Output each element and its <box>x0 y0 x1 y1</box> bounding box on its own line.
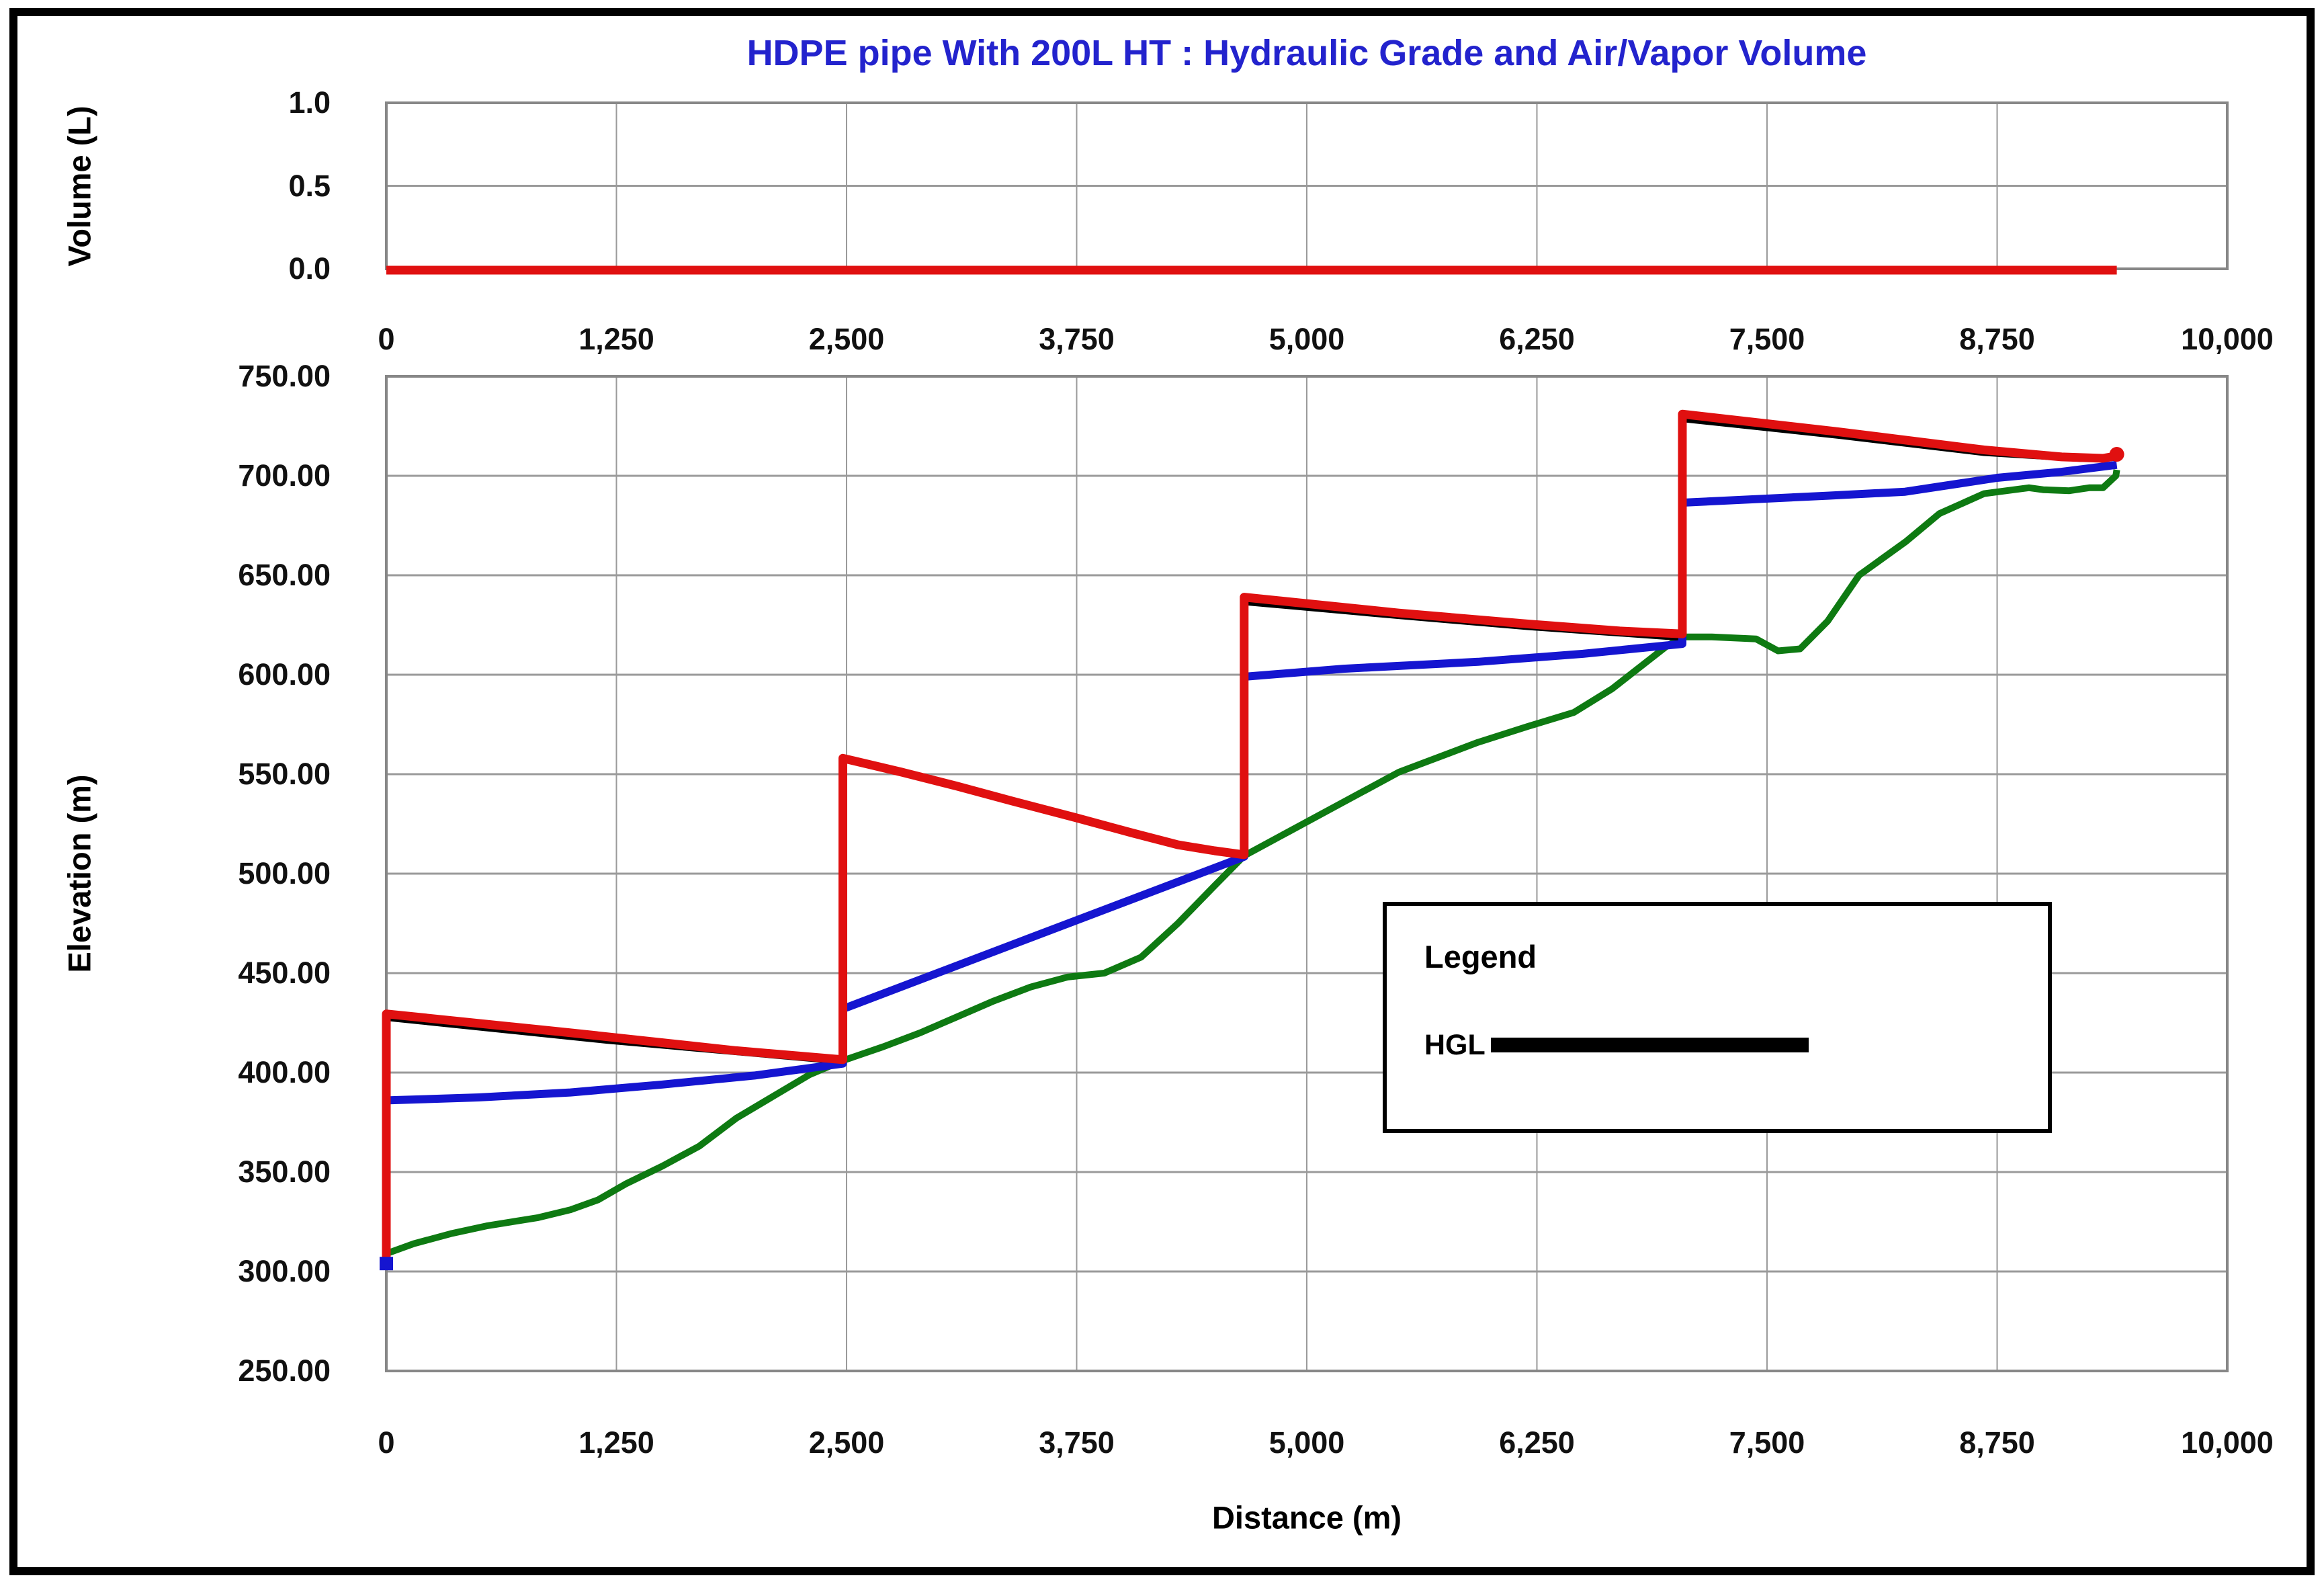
distance-tick-label-lower: 1,250 <box>578 1425 654 1460</box>
distance-tick-label-upper: 6,250 <box>1499 322 1575 356</box>
elevation-tick-label: 600.00 <box>238 657 331 692</box>
distance-tick-label-lower: 2,500 <box>808 1425 885 1460</box>
elevation-tick-label: 650.00 <box>238 558 331 592</box>
series-line <box>385 469 2120 1257</box>
distance-tick-label-upper: 5,000 <box>1268 322 1345 356</box>
distance-tick-label-upper: 3,750 <box>1039 322 1115 356</box>
volume-axis-label: Volume (L) <box>61 106 97 267</box>
distance-tick-label-upper: 8,750 <box>1959 322 2035 356</box>
elevation-tick-label: 250.00 <box>238 1353 331 1388</box>
distance-tick-label-upper: 10,000 <box>2181 322 2274 356</box>
elevation-plot-border <box>385 375 2229 1372</box>
volume-tick-label: 0.0 <box>288 251 331 286</box>
distance-tick-label-upper: 2,500 <box>808 322 885 356</box>
series-line <box>382 409 2118 1260</box>
legend-title: Legend <box>1424 939 1537 974</box>
distance-tick-label-upper: 7,500 <box>1729 322 1805 356</box>
distance-tick-label-upper: 0 <box>378 322 395 356</box>
elevation-tick-label: 450.00 <box>238 956 331 990</box>
elevation-axis-label: Elevation (m) <box>61 774 97 973</box>
reservoir-start-marker <box>380 1257 393 1271</box>
elevation-tick-label: 750.00 <box>238 359 331 393</box>
legend-item-label: HGL <box>1424 1028 1486 1061</box>
pipeline-end-marker <box>2109 447 2124 462</box>
distance-axis-label: Distance (m) <box>1211 1499 1402 1536</box>
volume-tick-label: 0.5 <box>288 168 331 203</box>
chart-title: HDPE pipe With 200L HT : Hydraulic Grade… <box>746 33 1867 73</box>
distance-tick-label-lower: 5,000 <box>1268 1425 1345 1460</box>
legend-item-hgl: HGL <box>1424 1028 1809 1062</box>
distance-tick-label-lower: 0 <box>378 1425 395 1460</box>
distance-tick-label-lower: 3,750 <box>1039 1425 1115 1460</box>
elevation-tick-label: 500.00 <box>238 856 331 890</box>
hgl-line-swatch-icon <box>1490 1038 1809 1052</box>
series-line <box>386 460 2118 1105</box>
elevation-tick-label: 700.00 <box>238 458 331 493</box>
distance-tick-label-lower: 6,250 <box>1499 1425 1575 1460</box>
elevation-tick-label: 300.00 <box>238 1254 331 1288</box>
distance-tick-label-lower: 10,000 <box>2181 1425 2274 1460</box>
distance-tick-label-lower: 7,500 <box>1729 1425 1805 1460</box>
distance-tick-label-lower: 8,750 <box>1959 1425 2035 1460</box>
elevation-tick-label: 400.00 <box>238 1055 331 1089</box>
volume-tick-label: 1.0 <box>288 85 331 120</box>
elevation-tick-label: 550.00 <box>238 757 331 791</box>
elevation-tick-label: 350.00 <box>238 1155 331 1189</box>
distance-tick-label-upper: 1,250 <box>578 322 654 356</box>
legend-box: Legend HGL <box>1383 902 2052 1133</box>
